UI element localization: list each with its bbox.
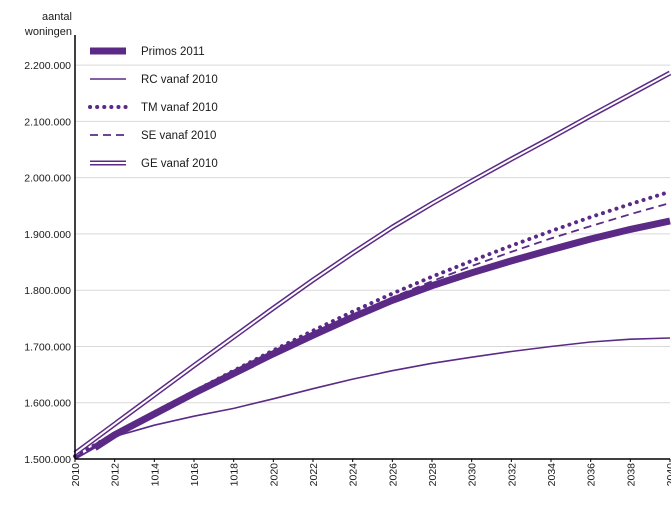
x-tick-label: 2032 <box>506 463 518 487</box>
y-tick-label: 1.500.000 <box>24 454 71 466</box>
series-line <box>74 337 671 460</box>
x-tick-label: 2028 <box>427 463 439 487</box>
legend-label: Primos 2011 <box>141 46 205 58</box>
legend-label: GE vanaf 2010 <box>141 158 218 170</box>
legend-label: RC vanaf 2010 <box>141 74 218 86</box>
x-tick-label: 1014 <box>149 463 161 487</box>
y-axis-label: aantal <box>42 11 72 23</box>
x-tick-label: 2038 <box>625 463 637 487</box>
series-line <box>92 217 671 451</box>
y-tick-label: 1.800.000 <box>24 285 71 297</box>
y-tick-label: 2.100.000 <box>24 116 71 128</box>
x-tick-label: 2024 <box>348 463 360 487</box>
x-tick-label: 1018 <box>229 463 241 487</box>
x-tick-label: 2036 <box>586 463 598 487</box>
axes: 1.500.000 1.600.000 1.700.000 1.800.000 1.90… <box>24 11 671 486</box>
x-tick-label: 2034 <box>546 463 558 487</box>
legend-label: TM vanaf 2010 <box>141 102 218 114</box>
y-axis-label: woningen <box>24 26 72 38</box>
x-tick-label: 2020 <box>268 463 280 487</box>
x-tick-label: 2022 <box>308 463 320 487</box>
x-tick-label: 1016 <box>189 463 201 487</box>
y-tick-label: 2.200.000 <box>24 60 71 72</box>
series-line-inner <box>74 72 671 455</box>
legend: Primos 2011 RC vanaf 2010 TM vanaf 2010 SE … <box>88 46 218 170</box>
y-tick-label: 1.600.000 <box>24 398 71 410</box>
series-line <box>73 189 671 459</box>
series-lines <box>73 70 671 460</box>
x-tick-label: 2026 <box>387 463 399 487</box>
legend-label: SE vanaf 2010 <box>141 130 216 142</box>
gridlines <box>75 64 670 404</box>
y-tick-label: 1.700.000 <box>24 341 71 353</box>
y-tick-label: 1.900.000 <box>24 229 71 241</box>
y-tick-label: 2.000.000 <box>24 173 71 185</box>
x-tick-label: 2040 <box>665 463 671 487</box>
x-tick-label: 2030 <box>467 463 479 487</box>
x-tick-label: 2012 <box>110 463 122 487</box>
x-tick-label: 2010 <box>70 463 82 487</box>
